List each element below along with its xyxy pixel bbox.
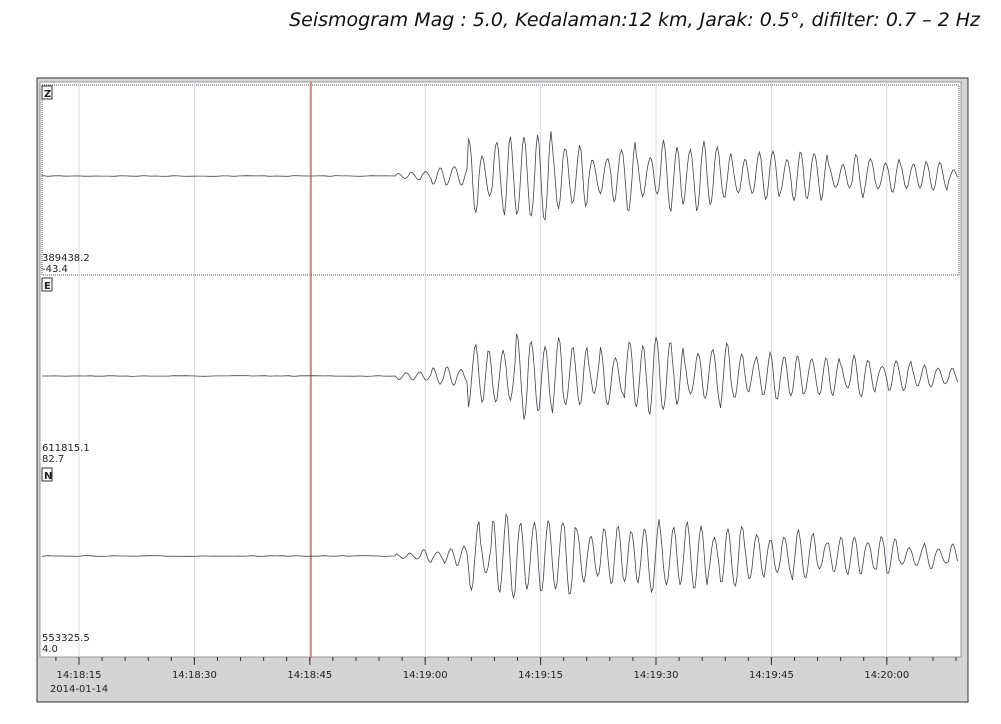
scale-top: 611815.1 — [42, 443, 90, 454]
channel-label: Z — [44, 89, 51, 100]
scale-bottom: 4.0 — [42, 644, 58, 655]
scale-top: 389438.2 — [42, 253, 90, 264]
tick-label: 14:19:15 — [518, 670, 563, 681]
selected-trace — [41, 84, 960, 276]
trace: E 611815.182.7 — [41, 277, 958, 465]
trace: Z 389438.2-43.4 — [41, 85, 958, 275]
channel-label: N — [44, 471, 52, 482]
date-label: 2014-01-14 — [50, 684, 108, 695]
channel-label-box — [41, 467, 53, 482]
channel-label-box — [41, 277, 53, 292]
channel-label-box — [41, 85, 53, 100]
trace: N 553325.54.0 — [41, 467, 958, 655]
scale-bottom: 82.7 — [42, 454, 64, 465]
waveform — [42, 333, 958, 420]
title: Seismogram Mag : 5.0, Kedalaman:12 km, J… — [289, 9, 981, 31]
tick-label: 14:19:00 — [403, 670, 448, 681]
scale-top: 553325.5 — [42, 633, 90, 644]
tick-label: 14:19:45 — [749, 670, 794, 681]
waveform — [41, 131, 958, 222]
waveform — [41, 513, 958, 599]
tick-label: 14:20:00 — [864, 670, 909, 681]
scale-bottom: -43.4 — [42, 264, 68, 275]
time-axis: 14:18:15 14:18:30 14:18:45 14:19:00 14:19:15… — [50, 657, 957, 695]
tick-label: 14:19:30 — [634, 670, 679, 681]
traces: Z 389438.2-43.4 E 611815.182.7 N 553325.54.0 — [41, 85, 958, 655]
tick-label: 14:18:15 — [57, 670, 102, 681]
channel-label: E — [44, 281, 51, 292]
tick-label: 14:18:30 — [172, 670, 217, 681]
tick-label: 14:18:45 — [287, 670, 332, 681]
